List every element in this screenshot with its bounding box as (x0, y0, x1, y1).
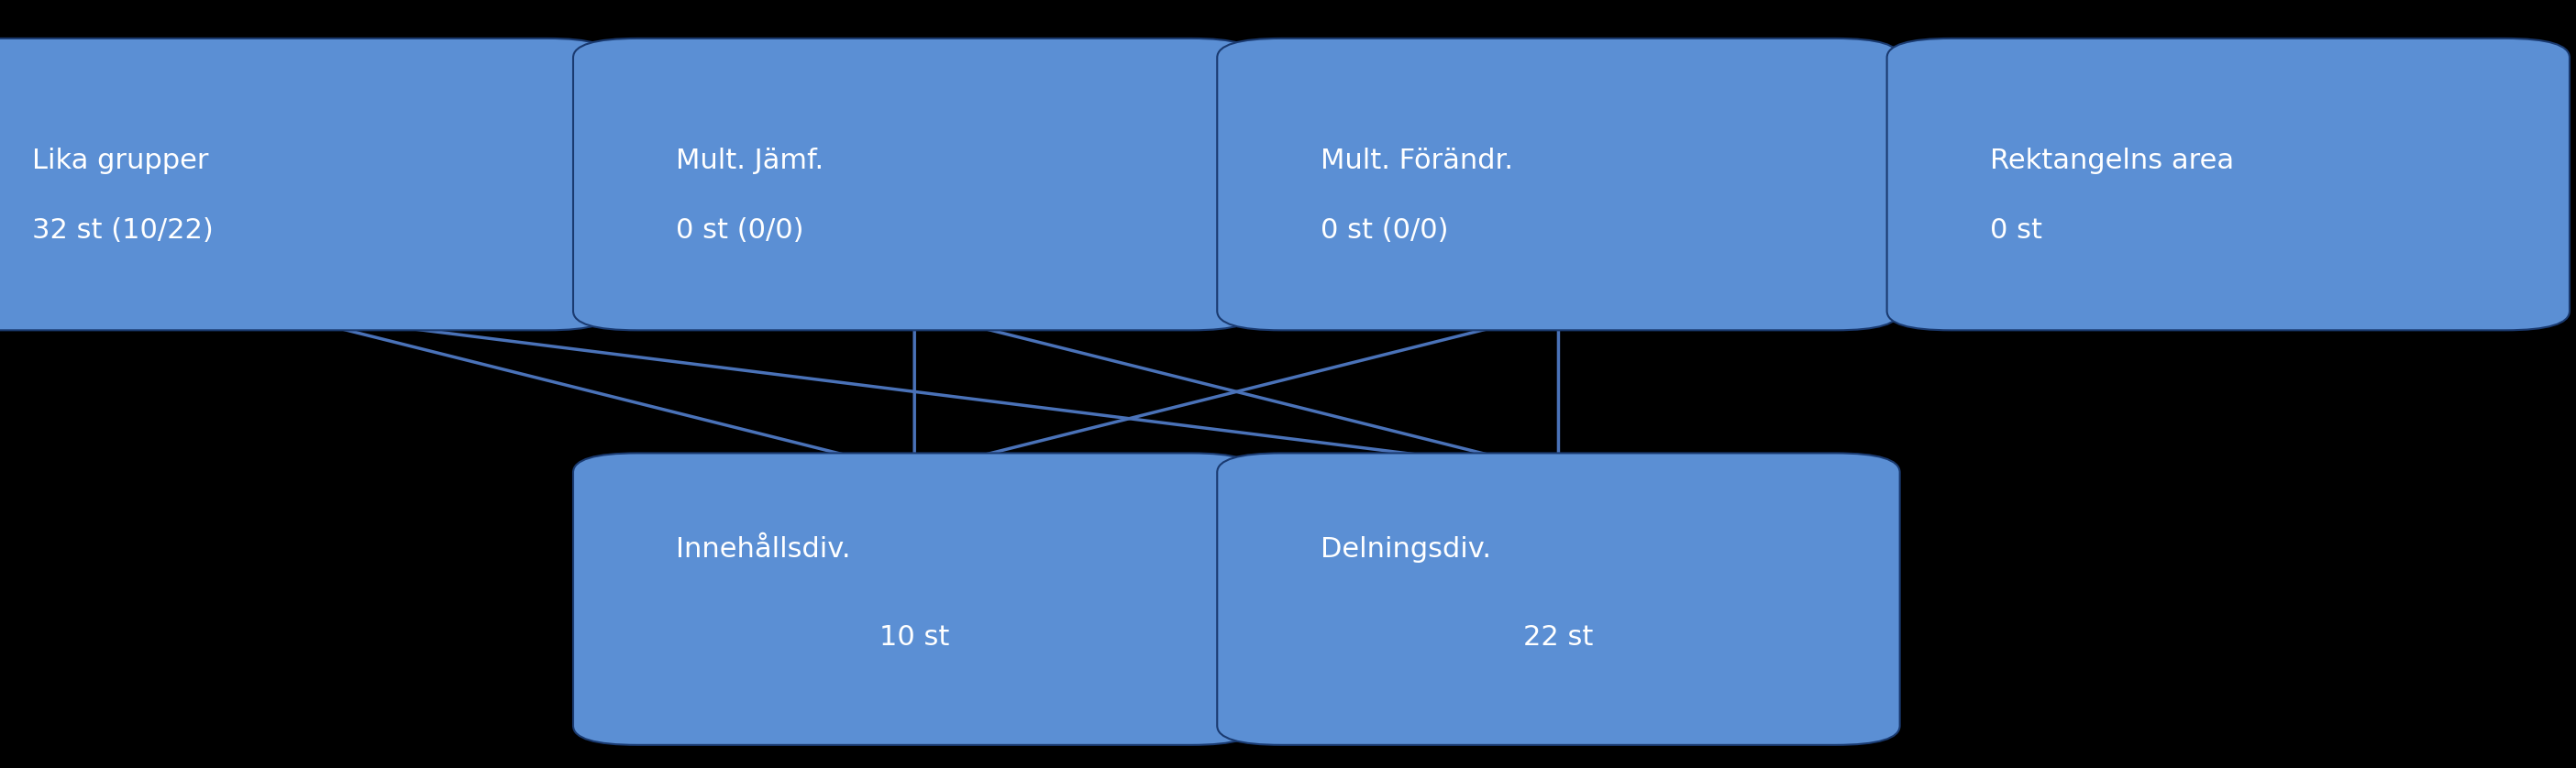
Text: 0 st (0/0): 0 st (0/0) (1321, 217, 1448, 243)
FancyBboxPatch shape (0, 38, 613, 330)
Text: Mult. Jämf.: Mult. Jämf. (675, 148, 824, 174)
Text: Delningsdiv.: Delningsdiv. (1321, 536, 1492, 562)
FancyBboxPatch shape (1216, 453, 1901, 745)
FancyBboxPatch shape (574, 453, 1257, 745)
Text: Rektangelns area: Rektangelns area (1989, 148, 2233, 174)
Text: 22 st: 22 st (1522, 624, 1595, 650)
Text: 0 st: 0 st (1989, 217, 2043, 243)
FancyBboxPatch shape (574, 38, 1257, 330)
Text: Lika grupper: Lika grupper (31, 148, 209, 174)
FancyBboxPatch shape (1886, 38, 2571, 330)
Text: Mult. Förändr.: Mult. Förändr. (1321, 148, 1512, 174)
Text: 0 st (0/0): 0 st (0/0) (675, 217, 804, 243)
Text: 10 st: 10 st (878, 624, 951, 650)
FancyBboxPatch shape (1216, 38, 1901, 330)
Text: 32 st (10/22): 32 st (10/22) (31, 217, 214, 243)
Text: Innehållsdiv.: Innehållsdiv. (675, 536, 850, 562)
